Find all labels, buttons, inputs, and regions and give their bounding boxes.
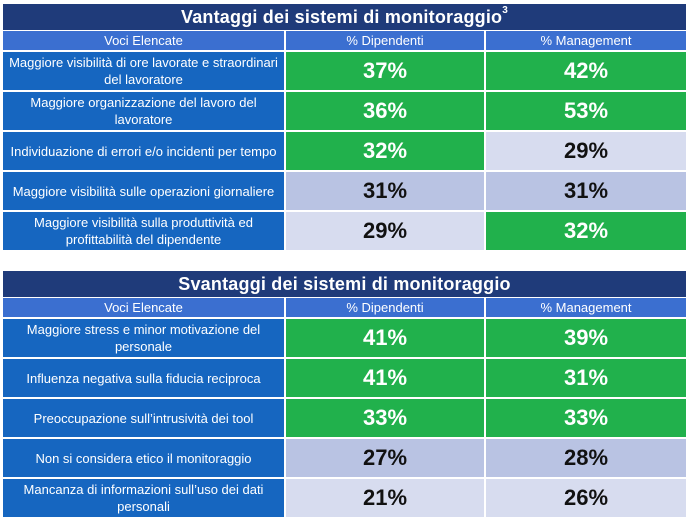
row-label: Individuazione di errori e/o incidenti p… <box>3 132 286 170</box>
row-label: Maggiore visibilità di ore lavorate e st… <box>3 52 286 90</box>
row-label: Preoccupazione sull’intrusività dei tool <box>3 399 286 437</box>
advantages-header-row: Voci Elencate % Dipendenti % Management <box>3 31 686 52</box>
disadvantages-header-row: Voci Elencate % Dipendenti % Management <box>3 298 686 319</box>
table-row: Maggiore organizzazione del lavoro del l… <box>3 92 686 132</box>
employees-value: 27% <box>286 439 486 477</box>
employees-value: 31% <box>286 172 486 210</box>
disadvantages-title: Svantaggi dei sistemi di monitoraggio <box>3 271 686 298</box>
row-label: Mancanza di informazioni sull’uso dei da… <box>3 479 286 517</box>
management-value: 31% <box>486 172 686 210</box>
table-row: Non si considera etico il monitoraggio 2… <box>3 439 686 479</box>
column-header-employees: % Dipendenti <box>286 298 486 317</box>
footnote-marker: 3 <box>502 5 508 16</box>
employees-value: 41% <box>286 359 486 397</box>
disadvantages-table: Svantaggi dei sistemi di monitoraggio Vo… <box>3 271 686 519</box>
advantages-table: Vantaggi dei sistemi di monitoraggio3 Vo… <box>3 4 686 252</box>
row-label: Influenza negativa sulla fiducia recipro… <box>3 359 286 397</box>
table-row: Maggiore visibilità di ore lavorate e st… <box>3 52 686 92</box>
column-header-items: Voci Elencate <box>3 31 286 50</box>
management-value: 32% <box>486 212 686 250</box>
management-value: 53% <box>486 92 686 130</box>
column-header-management: % Management <box>486 31 686 50</box>
row-label: Maggiore stress e minor motivazione del … <box>3 319 286 357</box>
advantages-title: Vantaggi dei sistemi di monitoraggio3 <box>3 4 686 31</box>
management-value: 42% <box>486 52 686 90</box>
column-header-items: Voci Elencate <box>3 298 286 317</box>
table-row: Influenza negativa sulla fiducia recipro… <box>3 359 686 399</box>
table-row: Preoccupazione sull’intrusività dei tool… <box>3 399 686 439</box>
management-value: 31% <box>486 359 686 397</box>
employees-value: 36% <box>286 92 486 130</box>
employees-value: 29% <box>286 212 486 250</box>
employees-value: 21% <box>286 479 486 517</box>
management-value: 33% <box>486 399 686 437</box>
table-row: Maggiore stress e minor motivazione del … <box>3 319 686 359</box>
table-row: Individuazione di errori e/o incidenti p… <box>3 132 686 172</box>
table-row: Mancanza di informazioni sull’uso dei da… <box>3 479 686 519</box>
management-value: 28% <box>486 439 686 477</box>
management-value: 39% <box>486 319 686 357</box>
row-label: Maggiore visibilità sulla produttività e… <box>3 212 286 250</box>
row-label: Maggiore organizzazione del lavoro del l… <box>3 92 286 130</box>
management-value: 29% <box>486 132 686 170</box>
column-header-management: % Management <box>486 298 686 317</box>
employees-value: 37% <box>286 52 486 90</box>
row-label: Non si considera etico il monitoraggio <box>3 439 286 477</box>
employees-value: 33% <box>286 399 486 437</box>
employees-value: 41% <box>286 319 486 357</box>
advantages-title-text: Vantaggi dei sistemi di monitoraggio <box>180 7 503 27</box>
table-row: Maggiore visibilità sulla produttività e… <box>3 212 686 252</box>
column-header-employees: % Dipendenti <box>286 31 486 50</box>
management-value: 26% <box>486 479 686 517</box>
employees-value: 32% <box>286 132 486 170</box>
row-label: Maggiore visibilità sulle operazioni gio… <box>3 172 286 210</box>
table-row: Maggiore visibilità sulle operazioni gio… <box>3 172 686 212</box>
